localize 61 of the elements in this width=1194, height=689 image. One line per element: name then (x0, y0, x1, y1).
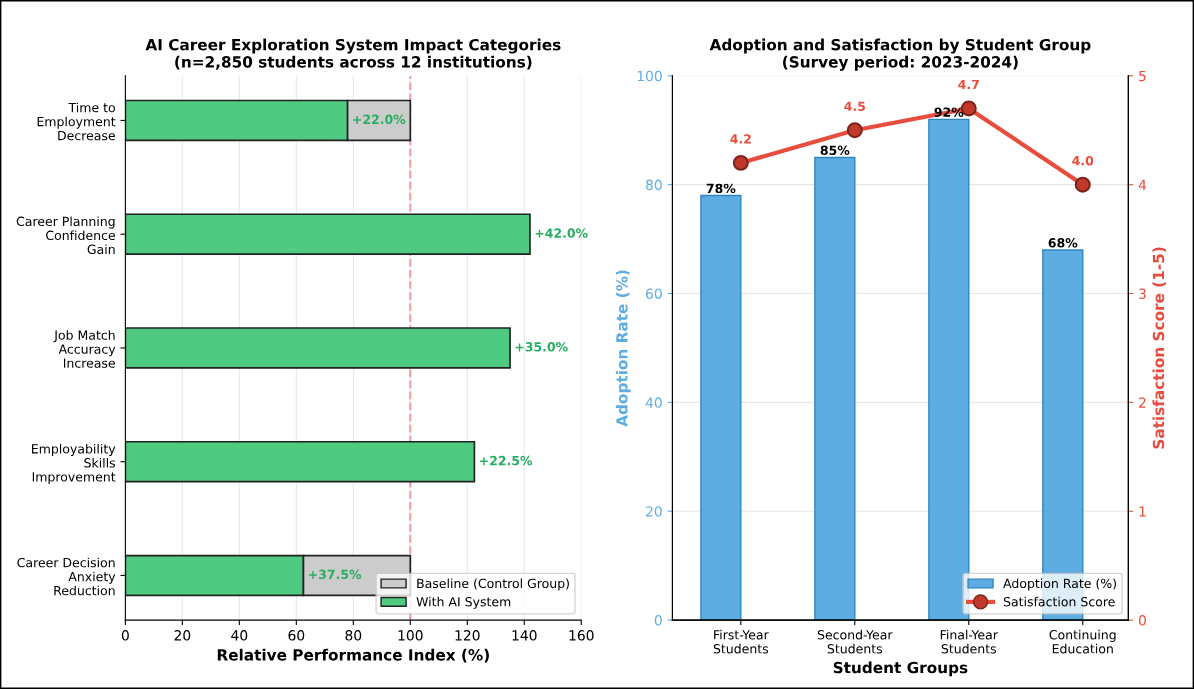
bar (814, 156, 856, 621)
annotation: +22.5% (480, 455, 533, 466)
y2-tick-label: 1 (1139, 506, 1146, 517)
y-axis-title: Adoption Rate (%) (615, 270, 631, 427)
y-tick-label: 40 (645, 397, 662, 408)
x-tick-label: Continuing Education (1049, 629, 1116, 654)
y-tick-label: 80 (645, 179, 662, 191)
chart-title: AI Career Exploration System Impact Categories (n=2,850 students across 12 institutions) (145, 38, 561, 70)
y-tick-label: Career Planning Confidence Gain (16, 216, 115, 255)
annotation: +42.0% (535, 228, 588, 238)
annotation: +37.5% (309, 569, 362, 580)
x-tick-label: First-Year Students (713, 629, 769, 654)
y2-axis-title: Satisfaction Score (1-5) (1152, 247, 1167, 449)
x-tick-label: Second-Year Students (817, 629, 893, 654)
y-tick-label: 100 (637, 70, 662, 82)
x-tick-label: 0 (121, 630, 129, 641)
legend-label: Baseline (Control Group) (417, 578, 569, 591)
data-label: 78% (706, 183, 736, 194)
y-tick-label: Job Match Accuracy Increase (53, 330, 116, 368)
y2-tick-label: 5 (1139, 70, 1146, 82)
data-label: 85% (820, 145, 850, 156)
annotation: +22.0% (353, 114, 406, 125)
data-label: 68% (1048, 238, 1078, 248)
y-tick-label: 20 (646, 506, 662, 517)
x-tick-label: 120 (455, 630, 480, 641)
y-tick-label: 0 (654, 615, 662, 626)
y2-tick-label: 0 (1138, 615, 1146, 626)
x-tick-label: Final-Year Students (940, 629, 998, 654)
y-tick-label: Career Decision Anxiety Reduction (17, 557, 116, 596)
data-label: 4.0 (1072, 155, 1094, 166)
x-tick-label: 20 (174, 630, 191, 641)
x-axis-title: Student Groups (833, 661, 968, 677)
bar (700, 194, 742, 621)
bar (125, 213, 531, 255)
legend-label: Satisfaction Score (1003, 596, 1115, 607)
data-label: 4.2 (730, 134, 751, 144)
data-label: 4.5 (844, 101, 865, 111)
y-tick-label: 60 (646, 288, 662, 299)
x-tick-label: 40 (231, 630, 248, 641)
data-label: 4.7 (958, 79, 979, 89)
point (732, 154, 749, 171)
chart-title: Adoption and Satisfaction by Student Group (Survey period: 2023-2024) (709, 38, 1091, 71)
y-tick-label: Time to Employment Decrease (37, 102, 116, 141)
bar (125, 440, 476, 483)
x-tick-label: 80 (345, 630, 362, 641)
x-tick-label: 140 (512, 630, 537, 641)
point (846, 122, 863, 139)
x-tick-label: 60 (288, 630, 305, 641)
y2-tick-label: 2 (1139, 397, 1146, 408)
legend-label: Adoption Rate (%) (1003, 578, 1117, 591)
legend-label: With AI System (416, 596, 511, 609)
x-axis-title: Relative Performance Index (%) (217, 648, 489, 663)
x-tick-label: 100 (398, 630, 423, 641)
y2-tick-label: 3 (1139, 288, 1146, 299)
y2-tick-label: 4 (1138, 179, 1147, 190)
x-tick-label: 160 (569, 630, 594, 641)
point (1074, 176, 1091, 193)
bar (125, 327, 511, 369)
y-tick-label: Employability Skills Improvement (32, 443, 116, 484)
bar (928, 118, 970, 621)
annotation: +35.0% (515, 342, 568, 352)
